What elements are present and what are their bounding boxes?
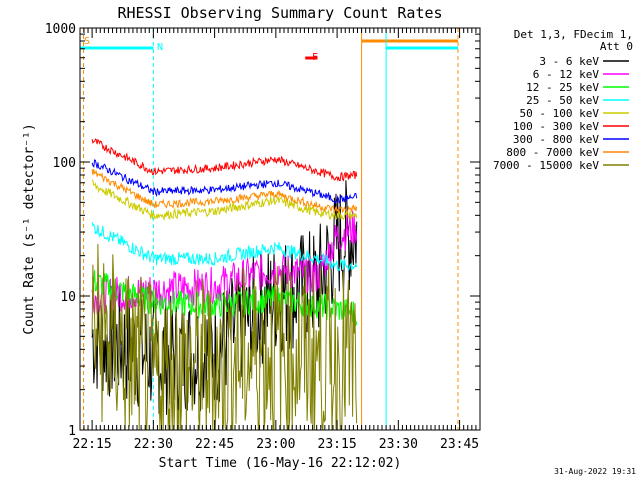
legend-label: 800 - 7000 keV [506,146,599,159]
y-tick-label: 10 [60,290,76,305]
series-line-25-50-kev [91,221,358,272]
series-line-6-12-kev [91,210,358,315]
plot-area: S N F [80,28,459,430]
legend-label: 3 - 6 keV [539,55,599,68]
legend-label: 25 - 50 keV [526,94,599,107]
legend-label: 300 - 800 keV [513,133,599,146]
legend-title: Att 0 [600,40,633,53]
x-tick-label: 22:30 [134,437,173,452]
x-tick-label: 23:00 [256,437,295,452]
series-line-7000-15000-kev [91,243,358,430]
annotation-s: S [84,36,90,47]
series-line-300-800-kev [91,159,358,205]
annotation-n: N [157,42,163,53]
x-tick-label: 23:30 [379,437,418,452]
legend-label: 6 - 12 keV [533,68,600,81]
y-tick-label: 1000 [45,22,76,37]
x-axis-label: Start Time (16-May-16 22:12:02) [159,456,402,471]
y-tick-label: 1 [68,424,76,439]
axes: 1 10 100 1000 22:15 22:30 22:45 23:00 23:15 23:30… [45,22,481,452]
legend-label: 100 - 300 keV [513,120,599,133]
x-tick-label: 22:15 [73,437,112,452]
series-line-100-300-kev [91,138,358,182]
legend-label: 12 - 25 keV [526,81,599,94]
legend-label: 7000 - 15000 keV [493,159,599,172]
x-tick-label: 23:45 [440,437,479,452]
series-line-50-100-kev [91,179,358,222]
legend-label: 50 - 100 keV [520,107,600,120]
annotation-f: F [312,52,318,63]
chart-title: RHESSI Observing Summary Count Rates [117,4,442,22]
x-tick-label: 23:15 [318,437,357,452]
y-axis-label: Count Rate (s⁻¹ detector⁻¹) [22,123,37,334]
series-line-800-7000-kev [91,168,358,214]
y-tick-label: 100 [53,156,76,171]
legend-title: Det 1,3, FDecim 1, [514,28,633,41]
footer-date: 31-Aug-2022 19:31 [554,467,636,476]
x-tick-label: 22:45 [195,437,234,452]
